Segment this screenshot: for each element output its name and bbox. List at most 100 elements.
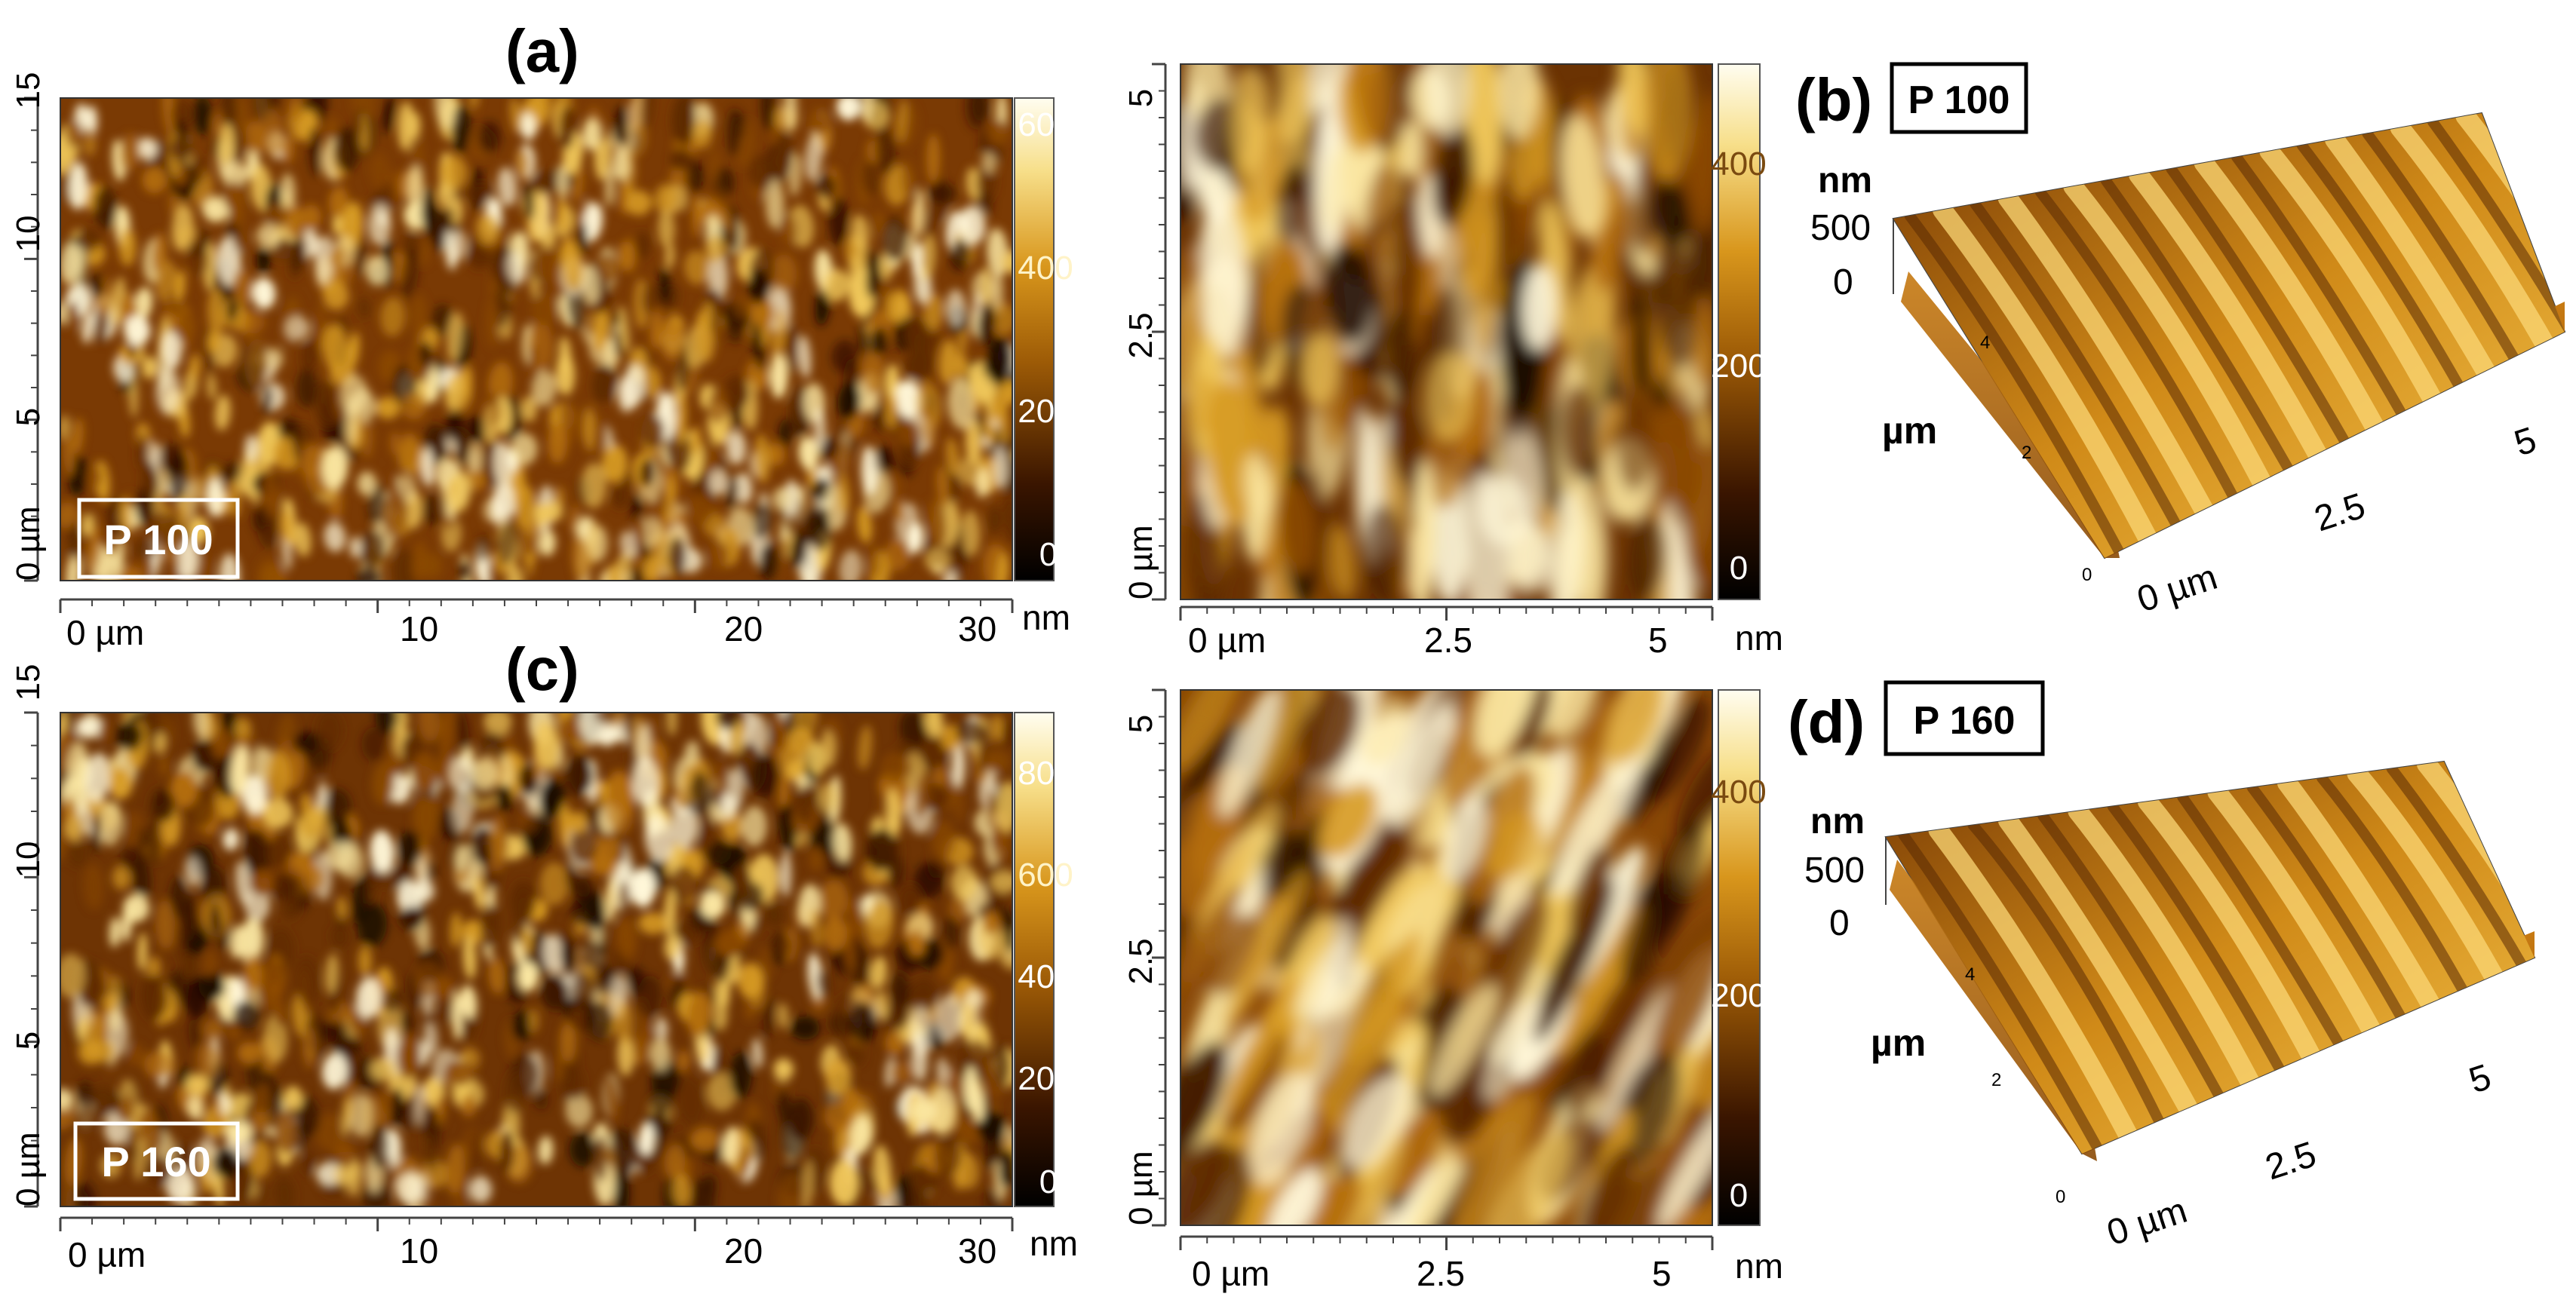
scale-tick-cz-2: 400	[1711, 774, 1766, 811]
afm-grain	[769, 932, 791, 961]
x-axis-a	[59, 599, 1014, 613]
x-axis-a-zoom	[1179, 607, 1714, 621]
afm-grain	[380, 297, 405, 337]
afm-grain	[598, 121, 610, 143]
afm-grain	[1650, 921, 1712, 1074]
afm-grain	[538, 1136, 554, 1165]
afm-grain	[447, 1059, 477, 1087]
afm-grain	[146, 824, 162, 866]
afm-grain	[353, 113, 364, 137]
afm-grain	[146, 1155, 172, 1187]
afm-grain	[861, 446, 878, 495]
afm-grain	[606, 563, 624, 581]
afm-grain	[469, 759, 499, 789]
afm-grain	[280, 510, 295, 545]
afm-grain	[368, 483, 385, 527]
afm-grain	[1587, 1142, 1670, 1225]
afm-grain	[985, 336, 1012, 384]
afm-grain	[729, 1051, 752, 1099]
afm-grain	[1181, 1041, 1229, 1173]
afm-grain	[1464, 64, 1503, 185]
afm-grain	[91, 1085, 115, 1117]
panel-c-zoom: 0 µm 2.5 5 0 µm 2.5 5 0 200 400 nm	[1122, 688, 1783, 1293]
afm-grain	[75, 716, 104, 739]
afm-grain	[99, 802, 123, 847]
afm-grain	[1604, 690, 1665, 765]
afm-grain	[1568, 846, 1610, 939]
afm-grain	[948, 473, 962, 503]
afm-grain	[447, 471, 471, 513]
afm-grain	[805, 133, 822, 182]
afm-grain	[210, 904, 222, 939]
afm-grain	[517, 962, 539, 992]
afm-grain	[798, 335, 812, 379]
afm-grain	[272, 238, 296, 261]
afm-grain	[857, 505, 873, 544]
z-unit-d: nm	[1810, 802, 1865, 842]
y-axis-label-d: µm	[1871, 1022, 1926, 1064]
afm-grain	[1521, 265, 1558, 351]
afm-grain	[533, 1088, 548, 1111]
afm-grain	[1297, 937, 1352, 1018]
afm-grain	[660, 317, 684, 363]
afm-grain	[1189, 373, 1214, 435]
afm-grain	[901, 158, 916, 198]
afm-grain	[267, 835, 290, 869]
afm-grain	[861, 161, 879, 197]
afm-grain	[569, 826, 597, 865]
afm-grain	[866, 545, 880, 578]
afm-grain	[207, 330, 221, 354]
afm-grain	[625, 190, 652, 216]
afm-grain	[127, 1043, 144, 1067]
afm-grain	[480, 904, 501, 949]
afm-grain	[400, 1010, 413, 1035]
afm-grain	[460, 985, 477, 1019]
x-tick-d-0: 0 µm	[2102, 1191, 2192, 1254]
afm-grain	[665, 474, 676, 525]
afm-grain	[504, 1069, 526, 1114]
afm-grain	[778, 771, 790, 811]
afm-grain	[926, 133, 941, 183]
afm-grain	[825, 1059, 852, 1096]
y-tick-c-0: 0 µm	[10, 1132, 47, 1206]
afm-grain	[64, 1137, 83, 1187]
afm-grain	[912, 242, 923, 279]
x-tick-a-1: 10	[400, 609, 438, 648]
afm-grain	[1561, 385, 1597, 478]
afm-grain	[342, 1098, 353, 1136]
afm-grain	[579, 713, 606, 745]
afm-grain	[170, 99, 193, 129]
afm-grain	[638, 912, 668, 935]
svg-text:P 160: P 160	[101, 1138, 210, 1185]
afm-grain	[640, 414, 665, 449]
afm-grain	[236, 1157, 255, 1203]
afm-grain	[594, 1134, 608, 1182]
afm-grain	[748, 155, 772, 189]
y-tick-az-2: 5	[1122, 89, 1159, 107]
afm-grain	[705, 840, 735, 867]
color-scale-c-zoom	[1718, 689, 1761, 1226]
afm-grain	[309, 127, 321, 176]
afm-grain	[616, 1001, 634, 1044]
afm-grain	[788, 1098, 814, 1141]
afm-grain	[66, 742, 89, 790]
afm-grain	[991, 713, 1003, 742]
afm-grain	[809, 820, 840, 854]
afm-grain	[634, 515, 646, 554]
afm-grain	[560, 940, 576, 973]
afm-grain	[241, 774, 268, 814]
afm-grain	[706, 1072, 737, 1111]
afm-grain	[414, 1084, 425, 1127]
afm-grain	[1181, 690, 1242, 771]
afm-grain	[492, 483, 516, 520]
y-axis-a	[24, 97, 38, 582]
afm-grain	[1222, 1031, 1286, 1135]
afm-grain	[964, 1065, 978, 1112]
y-tick-az-1: 2.5	[1122, 312, 1159, 358]
afm-grain	[858, 725, 873, 771]
afm-grain	[931, 820, 956, 861]
scale-tick-c-0: 0	[1039, 1163, 1058, 1200]
afm-grain	[737, 962, 764, 999]
afm-grain	[115, 1095, 136, 1124]
afm-grain	[134, 287, 152, 320]
